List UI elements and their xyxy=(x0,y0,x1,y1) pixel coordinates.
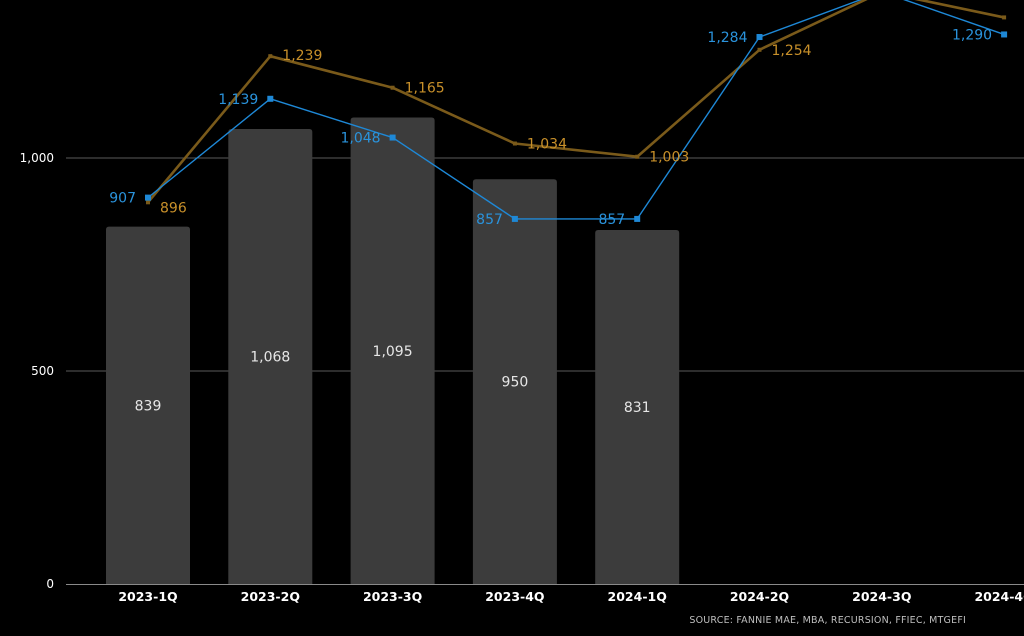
y-tick-label: 1,000 xyxy=(20,151,54,165)
x-tick-label: 2023-3Q xyxy=(363,589,422,604)
x-tick-label: 2024-2Q xyxy=(730,589,789,604)
x-tick-label: 2024-4Q xyxy=(974,589,1024,604)
line-data-label: 1,290 xyxy=(952,27,992,43)
series-marker xyxy=(146,200,150,205)
bar xyxy=(595,229,680,584)
x-tick-label: 2023-4Q xyxy=(485,589,544,604)
line-data-label: 1,034 xyxy=(527,137,567,153)
line-data-label: 907 xyxy=(109,191,136,207)
bar xyxy=(106,226,190,584)
bar xyxy=(472,179,557,585)
series-marker xyxy=(512,141,517,146)
line-data-label: 1,254 xyxy=(772,43,812,59)
series-marker xyxy=(1001,31,1008,38)
line-data-label: 1,003 xyxy=(649,150,689,166)
x-tick-label: 2023-2Q xyxy=(241,589,300,604)
x-axis-tick-labels: 2023-1Q 2023-2Q 2023-3Q 2023-4Q 2024-1Q 2024-… xyxy=(118,589,1024,604)
series-marker xyxy=(390,85,395,90)
source-note: SOURCE: FANNIE MAE, MBA, RECURSION, FFIE… xyxy=(689,615,966,626)
series-marker xyxy=(267,95,274,102)
y-tick-label: 500 xyxy=(31,364,54,378)
series-marker xyxy=(268,54,273,59)
series-marker xyxy=(511,215,518,222)
series-line xyxy=(147,0,1005,204)
x-tick-label: 2024-1Q xyxy=(608,589,667,604)
series-marker xyxy=(389,134,396,141)
bar-data-label: 1,095 xyxy=(373,344,413,360)
bar-data-label: 831 xyxy=(624,400,651,416)
bar xyxy=(228,129,313,585)
y-tick-label: 0 xyxy=(46,577,54,591)
series-marker xyxy=(1002,15,1007,20)
line-data-label: 1,284 xyxy=(707,30,747,46)
bar-data-label: 839 xyxy=(135,398,162,414)
bar-data-label: 1,068 xyxy=(250,350,290,366)
x-tick-label: 2023-1Q xyxy=(118,589,177,604)
series-marker xyxy=(756,34,763,41)
bar-data-labels: 839 1,068 1,095 950 831 xyxy=(135,344,651,416)
series-marker xyxy=(635,154,640,159)
series-marker xyxy=(634,215,641,222)
series-marker xyxy=(757,47,762,52)
bar-series xyxy=(106,117,680,585)
bar-data-label: 950 xyxy=(502,375,529,391)
line-data-label: 896 xyxy=(160,200,187,216)
x-tick-label: 2024-3Q xyxy=(852,589,911,604)
line-data-label: 1,239 xyxy=(282,48,322,64)
line-series xyxy=(145,0,1008,222)
series-line xyxy=(147,0,1005,220)
line-data-label: 1,165 xyxy=(405,81,445,97)
line-data-label: 1,139 xyxy=(218,92,258,108)
y-axis-tick-labels: 0 500 1,000 xyxy=(20,151,54,591)
line-data-label: 857 xyxy=(598,212,625,228)
line-data-label: 857 xyxy=(476,212,503,228)
line-data-label: 1,048 xyxy=(341,131,381,147)
line-data-labels: 896 1,239 1,165 1,034 1,003 1,254 907 1,139 1,04… xyxy=(109,27,992,227)
bar xyxy=(350,117,435,584)
series-marker xyxy=(145,194,151,201)
